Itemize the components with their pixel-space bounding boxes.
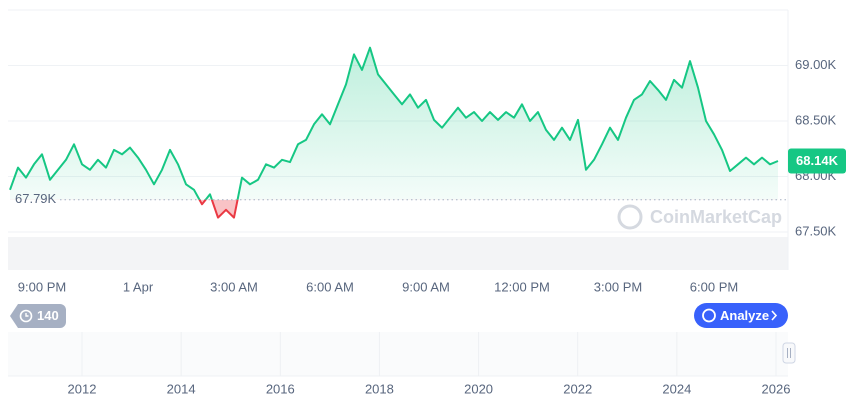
- watermark: CoinMarketCap: [650, 207, 782, 227]
- x-tick-label: 3:00 PM: [594, 279, 642, 294]
- x-tick-label: 9:00 PM: [18, 279, 66, 294]
- navigator: [8, 332, 788, 376]
- watermark-logo: [617, 204, 643, 230]
- y-tick-label: 67.50K: [795, 223, 837, 238]
- x-tick-label: 3:00 AM: [210, 279, 258, 294]
- x-tick-label: 6:00 AM: [306, 279, 354, 294]
- x-tick-label: 9:00 AM: [402, 279, 450, 294]
- navigator-year: 2020: [464, 381, 493, 396]
- navigator-year: 2016: [266, 381, 295, 396]
- navigator-handle[interactable]: [782, 342, 796, 364]
- navigator-year: 2018: [365, 381, 394, 396]
- navigator-year: 2026: [762, 381, 791, 396]
- y-tick-label: 68.50K: [795, 112, 837, 127]
- current-label: 68.14K: [796, 153, 839, 168]
- area-fill: [10, 47, 778, 200]
- analyze-button[interactable]: Analyze: [694, 303, 788, 328]
- current-badge: [788, 148, 846, 174]
- history-button[interactable]: 140: [10, 304, 66, 328]
- navigator-year: 2012: [68, 381, 97, 396]
- volume-strip: [8, 237, 788, 270]
- history-count: 140: [37, 308, 59, 323]
- navigator-year: 2022: [563, 381, 592, 396]
- x-tick-label: 6:00 PM: [690, 279, 738, 294]
- navigator-year: 2024: [662, 381, 691, 396]
- x-tick-label: 12:00 PM: [494, 279, 550, 294]
- navigator-year: 2014: [167, 381, 196, 396]
- y-tick-label: 69.00K: [795, 57, 837, 72]
- x-tick-label: 1 Apr: [123, 279, 154, 294]
- analyze-label: Analyze: [720, 308, 769, 323]
- reference-label: 67.79K: [15, 191, 57, 206]
- price-line: [9, 46, 779, 200]
